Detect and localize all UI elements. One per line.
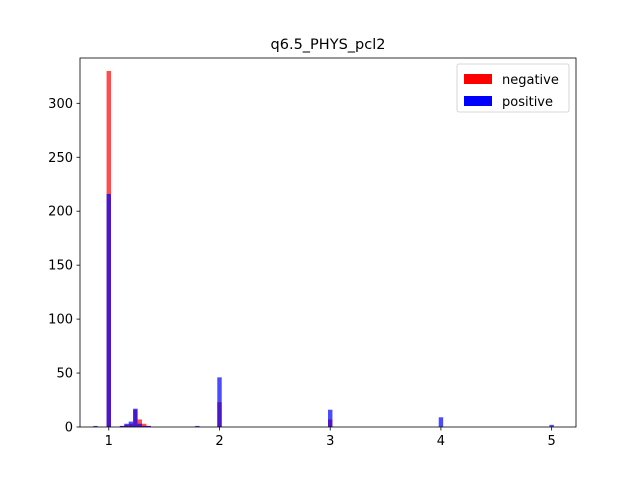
bar-negative-6	[142, 423, 147, 427]
legend: negative positive	[456, 63, 570, 113]
legend-swatch-positive	[464, 96, 492, 106]
x-tick-label-0: 1	[105, 434, 113, 449]
bar-positive-6	[137, 423, 142, 427]
y-tick-label-4: 200	[48, 205, 73, 220]
bar-positive-4	[128, 421, 134, 427]
legend-label-negative: negative	[502, 73, 559, 88]
x-tick-label-1: 2	[215, 434, 223, 449]
y-tick-label-3: 150	[48, 259, 73, 274]
legend-label-positive: positive	[502, 95, 553, 110]
bar-positive-1	[106, 193, 111, 427]
bar-positive-2	[119, 425, 125, 427]
bar-positive-7	[142, 425, 147, 427]
bar-positive-10	[217, 377, 222, 427]
bar-positive-0	[93, 425, 98, 427]
axes-frame	[79, 57, 577, 428]
bar-negative-5	[137, 419, 142, 427]
y-tick-label-0: 0	[65, 421, 73, 436]
x-tick-label-3: 4	[437, 434, 445, 449]
y-tick-label-5: 250	[48, 151, 73, 166]
bar-positive-3	[124, 423, 129, 427]
bar-positive-11	[328, 409, 333, 427]
x-tick-label-2: 3	[326, 434, 334, 449]
chart-title: q6.5_PHYS_pcl2	[271, 37, 386, 53]
legend-swatch-negative	[464, 74, 492, 84]
x-tick-label-4: 5	[548, 434, 556, 449]
bars-layer	[93, 70, 554, 428]
y-tick-label-1: 50	[56, 367, 73, 382]
bar-positive-9	[195, 425, 200, 427]
bar-positive-5	[133, 408, 138, 427]
y-tick-label-2: 100	[48, 313, 73, 328]
bar-positive-8	[146, 425, 151, 427]
y-tick-label-6: 300	[48, 97, 73, 112]
bar-positive-13	[549, 424, 554, 427]
bar-positive-12	[438, 417, 444, 427]
